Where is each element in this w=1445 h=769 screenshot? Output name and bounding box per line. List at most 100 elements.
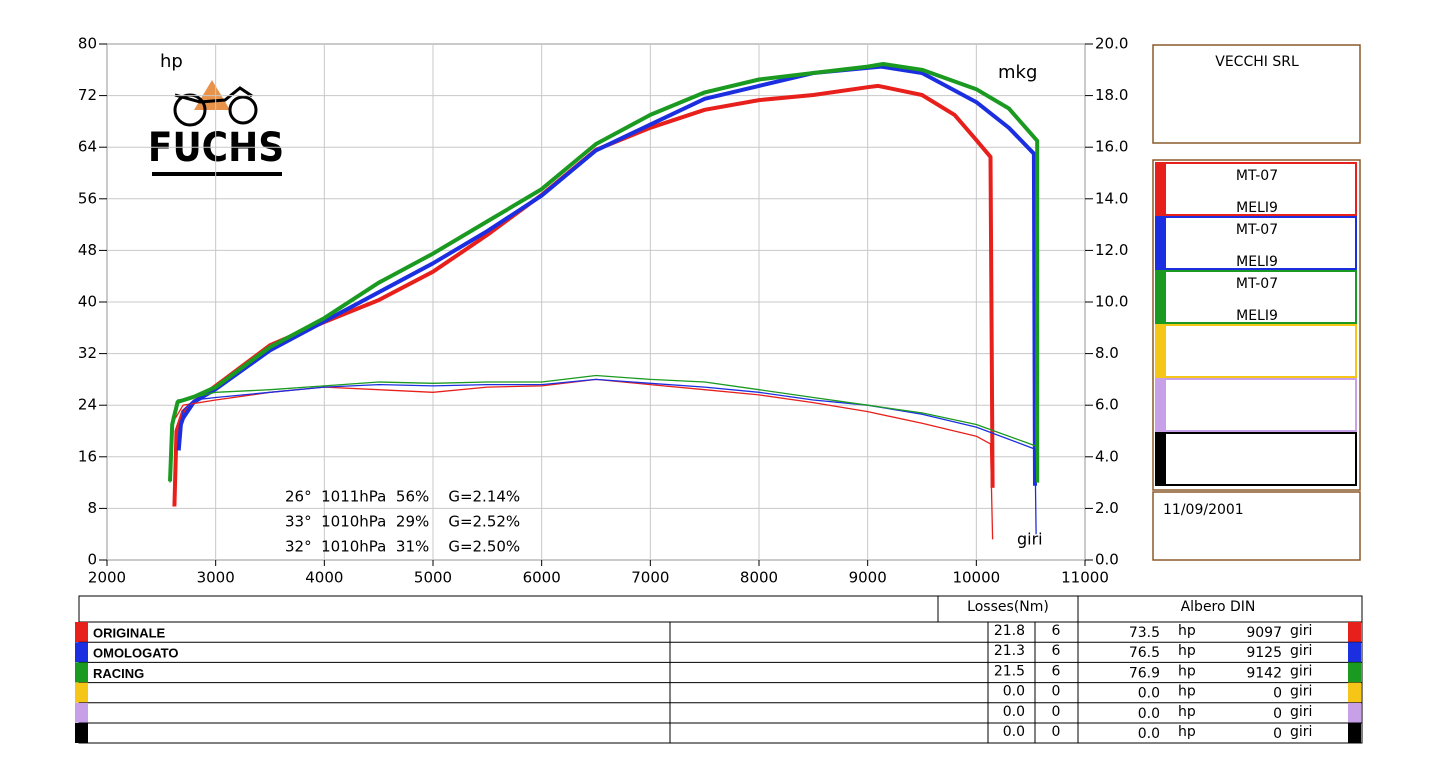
- x-tick-label: 6000: [523, 569, 561, 587]
- logo-underline: [152, 172, 282, 176]
- y2-tick-label: 0.0: [1095, 551, 1119, 569]
- y2-tick-label: 20.0: [1095, 35, 1128, 53]
- y-axis-label: hp: [160, 51, 183, 72]
- row-swatch: [75, 682, 88, 703]
- row-rpm-unit: giri: [1290, 724, 1312, 740]
- date: 11/09/2001: [1163, 502, 1244, 518]
- table: Losses(Nm) Albero DIN ORIGINALE 21.8 6 73.5…: [75, 595, 1363, 744]
- x-tick-label: 9000: [849, 569, 887, 587]
- run-box: [1155, 378, 1357, 432]
- row-swatch: [1348, 682, 1361, 703]
- y-tick-label: 64: [78, 138, 97, 156]
- y-tick-label: 16: [78, 447, 97, 465]
- power-line: [172, 83, 995, 507]
- y-tick-label: 8: [87, 499, 97, 517]
- row-swatch: [1348, 702, 1361, 723]
- row-name: OMOLOGATO: [93, 646, 178, 661]
- x-tick-label: 2000: [88, 569, 126, 587]
- y2-tick-label: 16.0: [1095, 138, 1128, 156]
- row-unit: hp: [1178, 684, 1196, 700]
- y2-axis-label: mkg: [998, 62, 1037, 83]
- run-code: MELI9: [1236, 200, 1278, 216]
- y2-tick-label: 14.0: [1095, 189, 1128, 207]
- torque-line: [169, 374, 1038, 483]
- condition-note: 26° 1011hPa 56% G=2.14%: [285, 488, 520, 506]
- runs-box: [1152, 159, 1361, 491]
- run-swatch: [1156, 163, 1166, 215]
- condition-note: 33° 1010hPa 29% G=2.52%: [285, 513, 520, 531]
- y2-tick-label: 4.0: [1095, 447, 1119, 465]
- row-rpm-unit: giri: [1290, 684, 1312, 700]
- table-frame: [78, 595, 1363, 744]
- x-tick-label: 8000: [740, 569, 778, 587]
- y-tick-label: 40: [78, 293, 97, 311]
- row-rpm-unit: giri: [1290, 643, 1312, 659]
- x-axis-label: giri: [1017, 530, 1043, 549]
- row-loss: 0.0: [1003, 684, 1025, 700]
- power-line: [176, 64, 1037, 486]
- row-rpm: 9142: [1246, 665, 1282, 681]
- logo-bike: [174, 86, 253, 104]
- run-code: MELI9: [1236, 308, 1278, 324]
- logo-wheel: [173, 93, 207, 127]
- row-rpm-unit: giri: [1290, 623, 1312, 639]
- y2-tick-label: 6.0: [1095, 396, 1119, 414]
- row-name: RACING: [93, 666, 144, 681]
- date-box: [1152, 491, 1361, 561]
- y-tick-label: 0: [87, 551, 97, 569]
- run-swatch: [1156, 379, 1166, 431]
- x-tick-label: 3000: [197, 569, 235, 587]
- run-model: MT-07: [1236, 276, 1278, 292]
- row-swatch: [1348, 662, 1361, 683]
- run-model: MT-07: [1236, 222, 1278, 238]
- row-swatch: [75, 702, 88, 723]
- row-loss: 21.3: [994, 643, 1025, 659]
- row-power: 0.0: [1138, 686, 1160, 702]
- row-unit: hp: [1178, 643, 1196, 659]
- row-gear: 6: [1052, 643, 1061, 659]
- run-swatch: [1156, 325, 1166, 377]
- row-power: 0.0: [1138, 706, 1160, 722]
- row-gear: 0: [1052, 684, 1061, 700]
- row-rpm-unit: giri: [1290, 704, 1312, 720]
- row-rpm: 0: [1273, 706, 1282, 722]
- y-tick-label: 48: [78, 241, 97, 259]
- y2-tick-label: 8.0: [1095, 344, 1119, 362]
- row-swatch: [1348, 723, 1361, 743]
- row-rpm: 0: [1273, 686, 1282, 702]
- y-tick-label: 32: [78, 344, 97, 362]
- power-line: [168, 62, 1040, 483]
- grid: [106, 43, 1086, 561]
- logo-triangle: [194, 80, 230, 110]
- run-box: [1155, 324, 1357, 378]
- y-tick-label: 24: [78, 396, 97, 414]
- run-swatch: [1156, 433, 1166, 485]
- row-unit: hp: [1178, 704, 1196, 720]
- row-swatch: [75, 723, 88, 743]
- row-gear: 6: [1052, 623, 1061, 639]
- y2-tick-label: 12.0: [1095, 241, 1128, 259]
- row-loss: 21.8: [994, 623, 1025, 639]
- x-tick-label: 7000: [631, 569, 669, 587]
- condition-note: 32° 1010hPa 31% G=2.50%: [285, 538, 520, 556]
- row-gear: 6: [1052, 663, 1061, 679]
- row-rpm: 9097: [1246, 625, 1282, 641]
- row-swatch: [75, 662, 88, 683]
- y2-tick-label: 10.0: [1095, 293, 1128, 311]
- x-tick-label: 4000: [305, 569, 343, 587]
- x-tick-label: 11000: [1061, 569, 1109, 587]
- company: VECCHI SRL: [1215, 54, 1299, 70]
- row-swatch: [1348, 642, 1361, 663]
- row-power: 0.0: [1138, 726, 1160, 742]
- row-loss: 21.5: [994, 663, 1025, 679]
- row-gear: 0: [1052, 704, 1061, 720]
- run-swatch: [1156, 271, 1166, 323]
- x-tick-label: 5000: [414, 569, 452, 587]
- row-swatch: [75, 622, 88, 642]
- run-code: MELI9: [1236, 254, 1278, 270]
- y2-tick-label: 18.0: [1095, 86, 1128, 104]
- row-loss: 0.0: [1003, 724, 1025, 740]
- x-tick-label: 10000: [952, 569, 1000, 587]
- y2-tick-label: 2.0: [1095, 499, 1119, 517]
